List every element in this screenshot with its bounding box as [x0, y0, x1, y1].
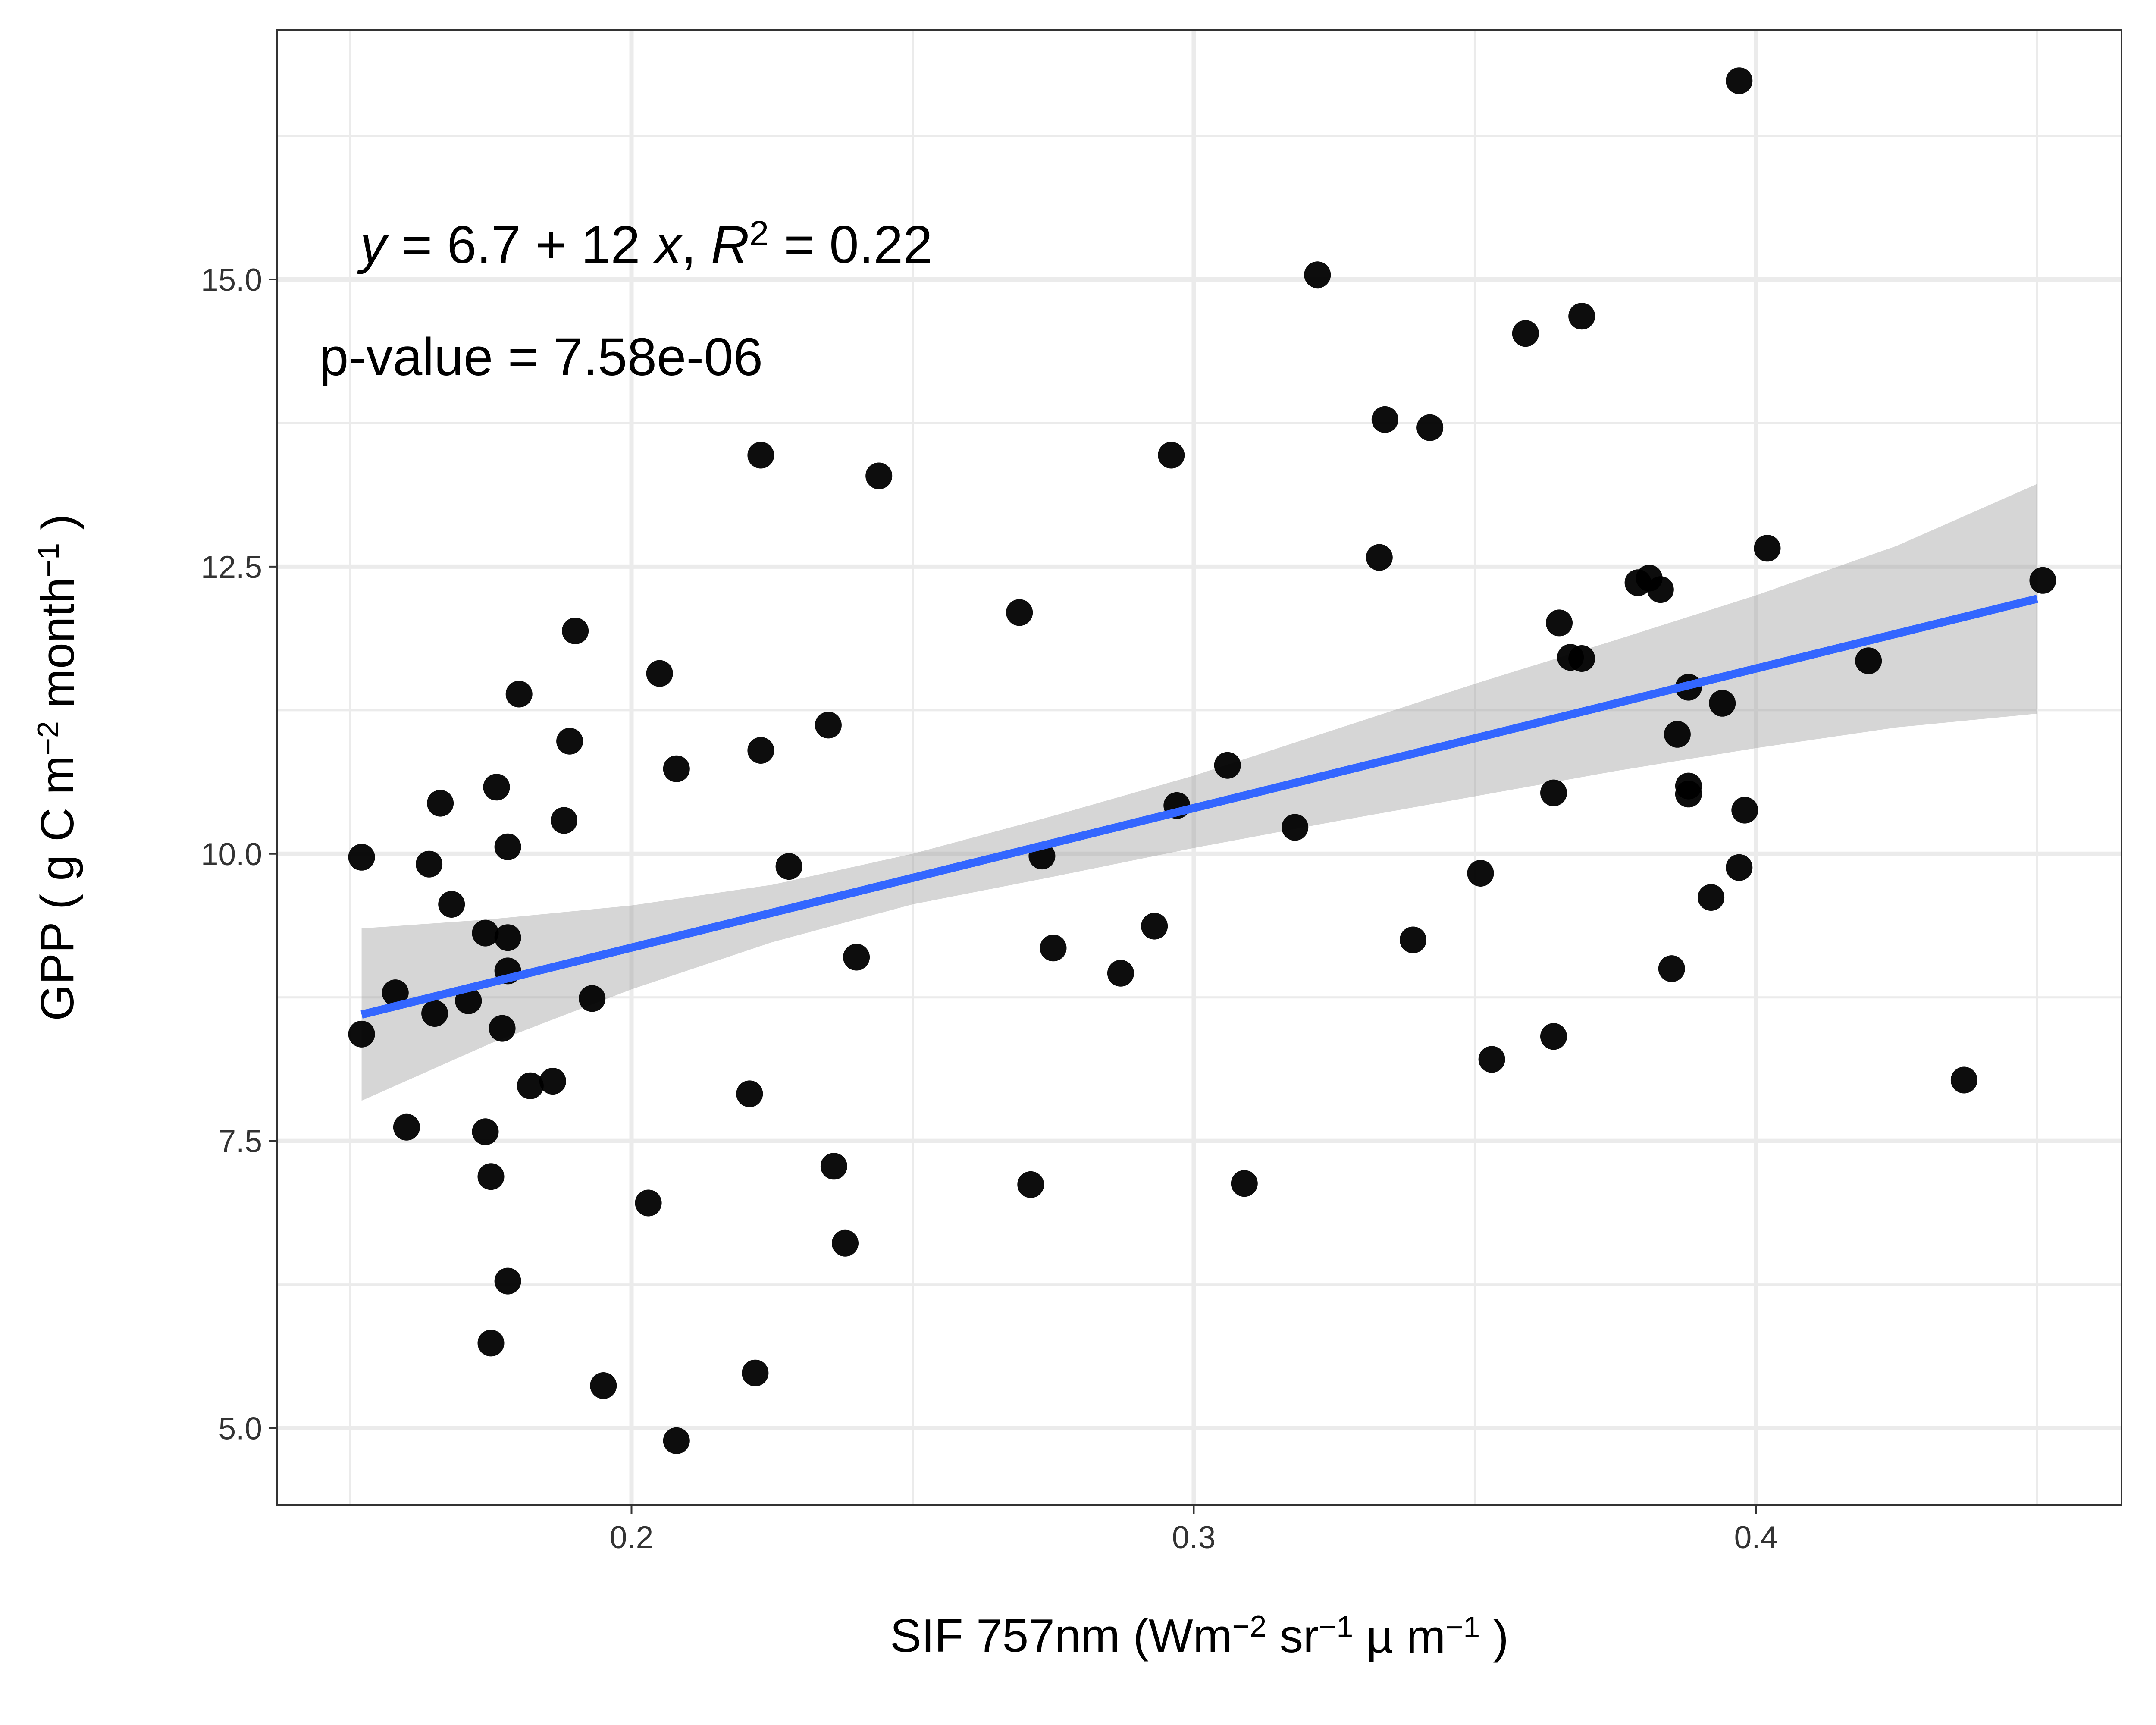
data-point — [1467, 860, 1494, 887]
data-point — [382, 979, 409, 1007]
data-point — [1107, 960, 1134, 987]
data-point — [477, 1330, 505, 1357]
data-point — [775, 853, 802, 880]
data-point — [1568, 645, 1595, 672]
data-point — [635, 1189, 662, 1217]
data-point — [1366, 544, 1393, 571]
data-point — [1726, 854, 1753, 881]
data-point — [1855, 647, 1882, 674]
data-points — [348, 67, 2056, 1454]
data-point — [438, 891, 465, 918]
data-point — [505, 681, 533, 708]
data-point — [472, 919, 499, 947]
data-point — [472, 1118, 499, 1145]
data-point — [1282, 814, 1309, 841]
y-tick-label: 15.0 — [201, 263, 262, 298]
data-point — [1726, 67, 1753, 94]
data-point — [1664, 721, 1691, 748]
data-point — [1017, 1171, 1044, 1198]
x-tick-labels: 0.2 0.3 0.4 — [610, 1520, 1778, 1555]
y-tick-label: 12.5 — [201, 550, 262, 585]
data-point — [427, 790, 454, 817]
data-point — [1540, 779, 1567, 806]
data-point — [421, 1000, 448, 1027]
data-point — [590, 1372, 617, 1399]
data-point — [1141, 913, 1168, 940]
data-point — [348, 1020, 375, 1048]
data-point — [539, 1068, 566, 1095]
data-point — [663, 755, 690, 782]
data-point — [2029, 567, 2056, 594]
data-point — [1647, 576, 1674, 603]
data-point — [1950, 1066, 1977, 1094]
data-point — [1568, 303, 1595, 330]
y-axis-title: GPP ( g C m−2 month−1 ) — [31, 514, 85, 1021]
data-point — [551, 807, 577, 834]
data-point — [820, 1153, 847, 1180]
data-point — [556, 728, 583, 755]
data-point — [1214, 752, 1241, 779]
x-tick-label: 0.2 — [610, 1520, 653, 1555]
data-point — [1675, 781, 1702, 808]
data-point — [1658, 955, 1685, 982]
data-point — [747, 442, 774, 469]
data-point — [416, 850, 443, 878]
data-point — [742, 1359, 769, 1386]
data-point — [747, 737, 774, 764]
y-tick-labels: 5.0 7.5 10.0 12.5 15.0 — [201, 263, 262, 1446]
data-point — [832, 1229, 859, 1257]
data-point — [494, 1267, 521, 1295]
plot-panel-border — [276, 29, 2122, 1506]
data-point — [1540, 1023, 1567, 1050]
data-point — [483, 774, 510, 801]
data-point — [455, 987, 482, 1014]
data-point — [477, 1163, 505, 1190]
data-point — [1231, 1170, 1258, 1197]
x-axis-title: SIF 757nm (Wm−2 sr−1 µ m−1 ) — [890, 1609, 1509, 1663]
y-tick-label: 5.0 — [219, 1411, 262, 1446]
p-value-label: p-value = 7.58e-06 — [319, 328, 763, 387]
annotations: y = 6.7 + 12 x, R2 = 0.22 p-value = 7.58e… — [319, 214, 933, 387]
y-tick-label: 7.5 — [219, 1124, 262, 1159]
data-point — [393, 1113, 420, 1141]
data-point — [865, 462, 893, 489]
data-point — [1709, 690, 1736, 717]
data-point — [1731, 797, 1758, 824]
grid-lines — [277, 30, 2122, 1505]
x-tick-label: 0.4 — [1734, 1520, 1778, 1555]
data-point — [815, 712, 842, 739]
regression-line — [360, 595, 2038, 1019]
data-point — [1040, 935, 1067, 962]
data-point — [348, 844, 375, 871]
data-point — [736, 1080, 763, 1107]
data-point — [1416, 414, 1444, 441]
data-point — [1546, 609, 1573, 637]
data-point — [1400, 926, 1426, 953]
data-point — [1698, 884, 1725, 911]
y-tick-label: 10.0 — [201, 837, 262, 872]
data-point — [1754, 535, 1781, 562]
data-point — [663, 1427, 690, 1454]
data-point — [562, 618, 589, 644]
data-point — [1006, 599, 1033, 626]
regression-line-group — [360, 595, 2038, 1019]
data-point — [1158, 442, 1185, 469]
data-point — [494, 833, 521, 860]
data-point — [1478, 1046, 1505, 1073]
axis-ticks — [269, 278, 1757, 1514]
confidence-band — [361, 484, 2037, 1101]
data-point — [646, 660, 673, 687]
data-point — [489, 1015, 516, 1042]
data-point — [1512, 320, 1539, 347]
data-point — [494, 924, 521, 951]
data-point — [579, 985, 606, 1012]
regression-equation: y = 6.7 + 12 x, R2 = 0.22 — [357, 214, 933, 275]
data-point — [843, 944, 870, 971]
x-tick-label: 0.3 — [1172, 1520, 1216, 1555]
data-point — [517, 1072, 544, 1099]
data-point — [1371, 406, 1398, 433]
data-point — [1304, 261, 1331, 289]
confidence-band-group — [361, 484, 2037, 1101]
